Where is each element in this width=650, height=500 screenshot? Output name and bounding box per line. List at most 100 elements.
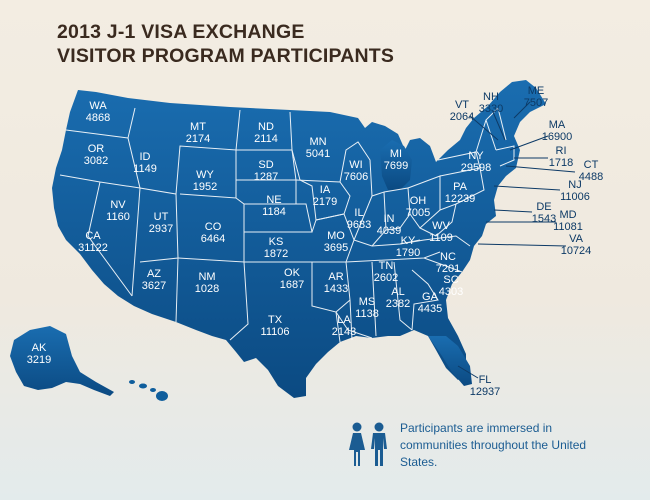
state-value: 2179	[313, 196, 337, 208]
state-abbr: MO	[327, 230, 345, 242]
state-abbr: AR	[328, 271, 343, 283]
state-abbr: OR	[88, 143, 105, 155]
state-abbr: VA	[569, 233, 584, 245]
state-borders	[59, 107, 515, 343]
state-value: 4039	[377, 225, 401, 237]
state-abbr: IA	[320, 184, 331, 196]
state-value: 1433	[324, 283, 348, 295]
state-value: 1543	[532, 213, 556, 225]
state-value: 10724	[561, 245, 592, 257]
state-value: 2174	[186, 133, 210, 145]
state-abbr: MA	[549, 119, 566, 131]
state-abbr: NJ	[568, 179, 581, 191]
leader-line-fl	[457, 365, 479, 379]
state-abbr: NM	[198, 271, 215, 283]
state-value: 3695	[324, 242, 348, 254]
state-abbr: NH	[483, 91, 499, 103]
state-abbr: FL	[479, 374, 492, 386]
hawaii-shapes	[129, 380, 168, 401]
state-abbr: SD	[258, 159, 273, 171]
leader-line-me	[513, 101, 531, 119]
state-value: 1790	[396, 247, 420, 259]
leader-line-va	[477, 243, 567, 247]
state-value: 4868	[86, 112, 110, 124]
alaska-shape	[10, 326, 114, 396]
state-value: 1028	[195, 283, 219, 295]
state-abbr: MN	[309, 136, 326, 148]
state-abbr: OH	[410, 195, 427, 207]
state-value: 6464	[201, 233, 225, 245]
state-value: 7699	[384, 160, 408, 172]
woman-icon	[349, 422, 365, 466]
state-abbr: DE	[536, 201, 551, 213]
note-text: Participants are immersed in communities…	[400, 421, 587, 469]
state-abbr: UT	[154, 211, 169, 223]
state-value: 1149	[133, 163, 157, 175]
state-abbr: WV	[432, 220, 450, 232]
state-value: 4435	[418, 303, 442, 315]
state-abbr: TN	[379, 260, 394, 272]
state-value: 11081	[553, 221, 583, 233]
state-value: 1184	[262, 206, 286, 218]
state-value: 3219	[27, 354, 51, 366]
state-value: 1160	[106, 211, 130, 223]
state-value: 5041	[306, 148, 330, 160]
leader-line-vt	[469, 115, 499, 141]
state-value: 1952	[193, 181, 217, 193]
state-abbr: SC	[443, 274, 458, 286]
person-icons	[348, 422, 388, 466]
state-value: 4303	[439, 286, 463, 298]
state-value: 2143	[332, 326, 356, 338]
state-value: 2064	[450, 111, 474, 123]
state-value: 3082	[84, 155, 108, 167]
state-abbr: IN	[384, 213, 395, 225]
state-value: 2382	[386, 298, 410, 310]
state-abbr: WA	[89, 100, 107, 112]
state-abbr: WI	[349, 159, 362, 171]
state-abbr: GA	[422, 291, 439, 303]
state-value: 1872	[264, 248, 288, 260]
state-value: 7005	[406, 207, 430, 219]
state-value: 12239	[445, 193, 476, 205]
state-abbr: KY	[401, 235, 416, 247]
florida-shape	[428, 336, 472, 386]
state-abbr: NC	[440, 251, 456, 263]
state-value: 1138	[355, 308, 379, 320]
state-abbr: ND	[258, 121, 274, 133]
state-abbr: CT	[584, 159, 599, 171]
title-line-1: 2013 J-1 VISA EXCHANGE	[57, 21, 305, 43]
state-value: 1287	[254, 171, 278, 183]
state-abbr: NY	[468, 150, 484, 162]
state-value: 3330	[479, 103, 503, 115]
leader-line-ct	[505, 165, 576, 173]
